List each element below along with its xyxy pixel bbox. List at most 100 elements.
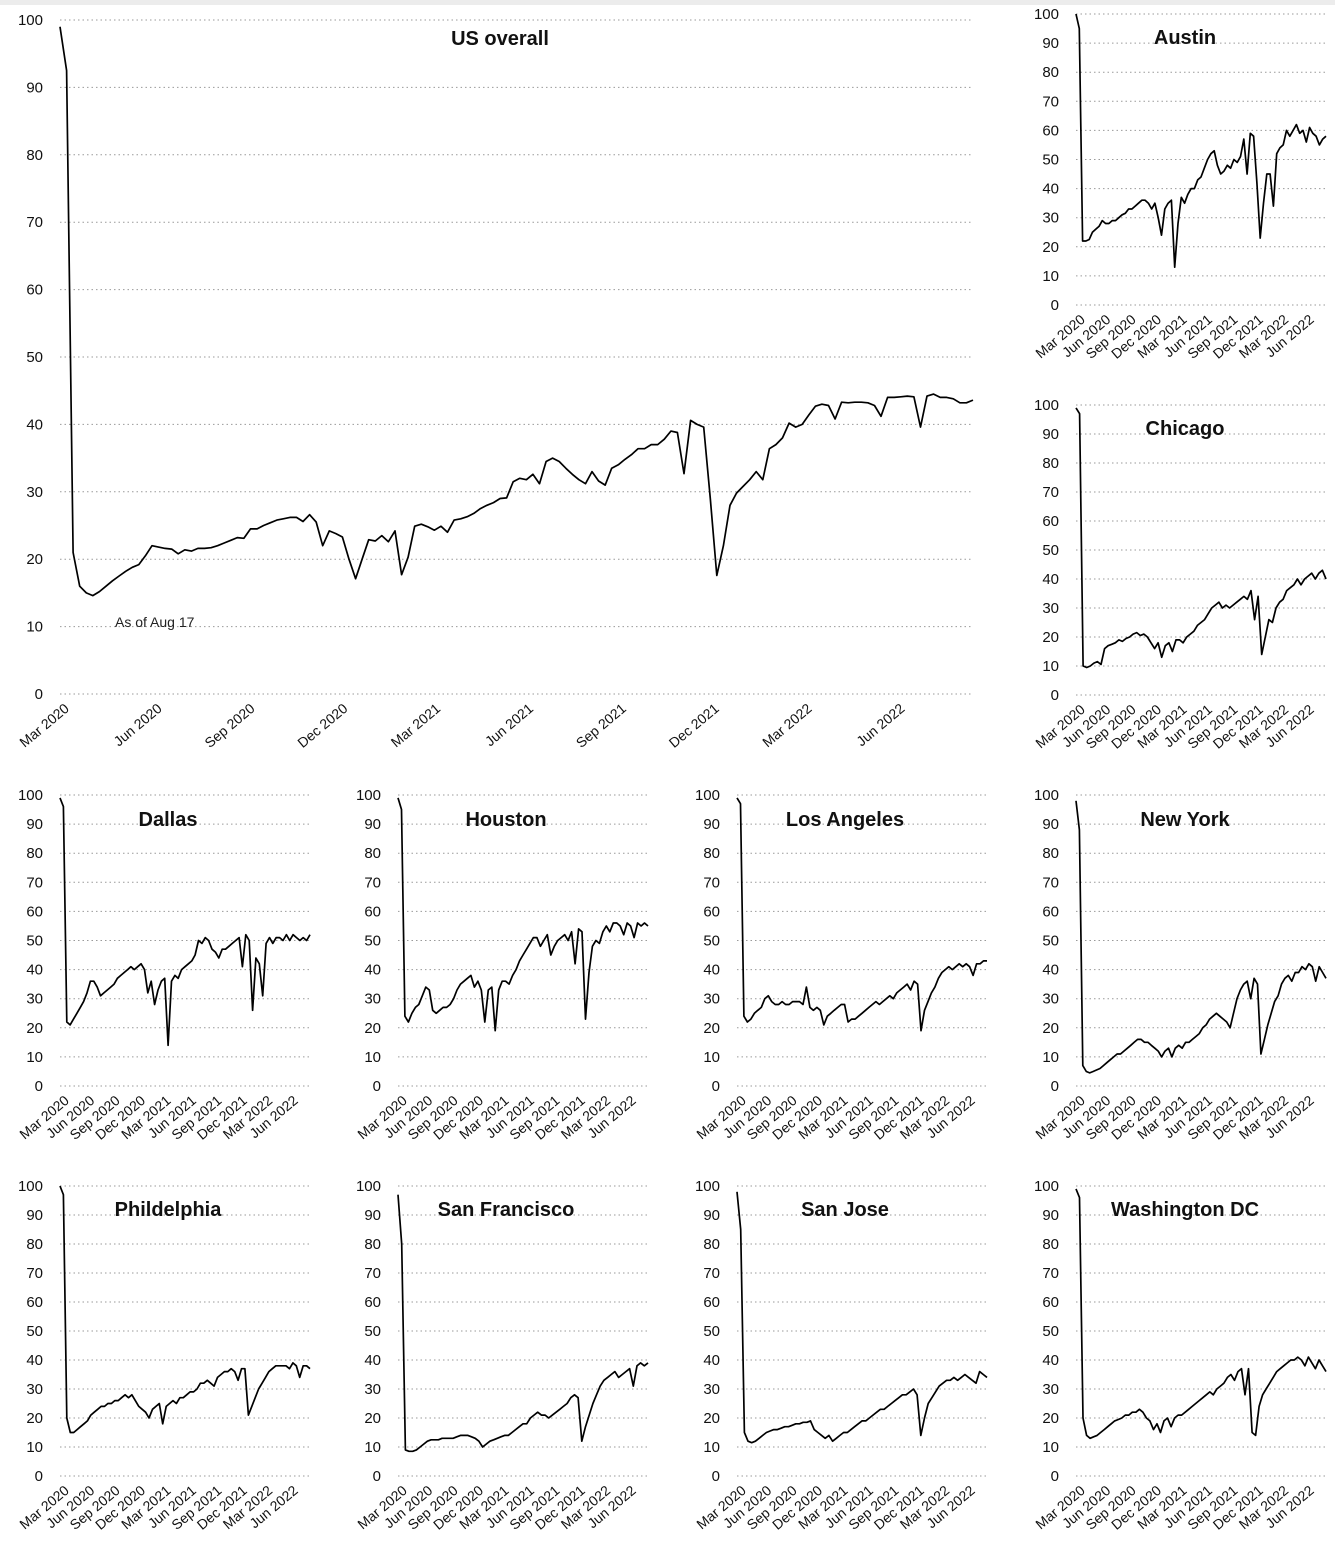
y-tick-label: 60 xyxy=(364,903,381,920)
y-tick-label: 20 xyxy=(1042,1020,1059,1037)
y-tick-label: 0 xyxy=(35,1468,43,1485)
y-tick-label: 10 xyxy=(703,1439,720,1456)
y-tick-label: 50 xyxy=(1042,933,1059,950)
annotation: As of Aug 17 xyxy=(115,614,195,630)
chart-title: US overall xyxy=(451,28,549,50)
y-tick-label: 100 xyxy=(1034,1178,1059,1195)
y-tick-label: 60 xyxy=(26,903,43,920)
y-tick-label: 60 xyxy=(1042,1294,1059,1311)
y-tick-label: 50 xyxy=(1042,542,1059,559)
y-tick-label: 60 xyxy=(26,1294,43,1311)
chart-title: Dallas xyxy=(139,809,198,831)
y-tick-label: 40 xyxy=(703,1352,720,1369)
y-tick-label: 40 xyxy=(1042,181,1059,198)
y-tick-label: 70 xyxy=(703,1265,720,1282)
y-tick-label: 100 xyxy=(695,1178,720,1195)
y-tick-label: 90 xyxy=(1042,816,1059,833)
series-line xyxy=(59,797,311,1047)
y-tick-label: 80 xyxy=(26,147,43,164)
x-tick-label: Jun 2022 xyxy=(853,700,908,749)
y-tick-label: 70 xyxy=(1042,484,1059,501)
y-tick-label: 80 xyxy=(1042,64,1059,81)
y-tick-label: 40 xyxy=(1042,1352,1059,1369)
y-tick-label: 30 xyxy=(364,1381,381,1398)
x-tick-label: Jun 2020 xyxy=(110,700,165,749)
y-tick-label: 70 xyxy=(26,874,43,891)
y-tick-label: 80 xyxy=(703,845,720,862)
y-tick-label: 10 xyxy=(1042,658,1059,675)
y-tick-label: 60 xyxy=(26,282,43,299)
top-divider xyxy=(0,0,1335,5)
chart-title: Washington DC xyxy=(1111,1199,1259,1221)
x-tick-label: Sep 2021 xyxy=(573,700,629,751)
y-tick-label: 50 xyxy=(26,349,43,366)
chart-title: Phildelphia xyxy=(115,1199,223,1221)
chart-title: San Jose xyxy=(801,1199,889,1221)
y-tick-label: 100 xyxy=(18,1178,43,1195)
y-tick-label: 80 xyxy=(1042,845,1059,862)
y-tick-label: 100 xyxy=(1034,787,1059,804)
y-tick-label: 50 xyxy=(364,933,381,950)
y-tick-label: 100 xyxy=(356,1178,381,1195)
series-line xyxy=(1075,13,1327,269)
y-tick-label: 40 xyxy=(1042,571,1059,588)
y-tick-label: 40 xyxy=(703,962,720,979)
x-tick-label: Mar 2021 xyxy=(388,700,444,750)
y-tick-label: 30 xyxy=(26,484,43,501)
series-line xyxy=(1075,800,1327,1074)
y-tick-label: 0 xyxy=(1051,1468,1059,1485)
y-tick-label: 50 xyxy=(1042,1323,1059,1340)
x-tick-label: Dec 2020 xyxy=(294,700,350,751)
chart-title: Los Angeles xyxy=(786,809,904,831)
y-tick-label: 30 xyxy=(1042,210,1059,227)
y-tick-label: 30 xyxy=(26,991,43,1008)
y-tick-label: 100 xyxy=(18,12,43,29)
y-tick-label: 10 xyxy=(26,619,43,636)
y-tick-label: 80 xyxy=(364,1236,381,1253)
series-line xyxy=(736,797,987,1032)
y-tick-label: 10 xyxy=(1042,268,1059,285)
y-tick-label: 20 xyxy=(1042,1410,1059,1427)
y-tick-label: 30 xyxy=(1042,1381,1059,1398)
y-tick-label: 10 xyxy=(26,1049,43,1066)
y-tick-label: 80 xyxy=(26,845,43,862)
y-tick-label: 50 xyxy=(364,1323,381,1340)
chart-title: Austin xyxy=(1154,27,1216,49)
y-tick-label: 40 xyxy=(1042,962,1059,979)
y-tick-label: 0 xyxy=(35,1078,43,1095)
y-tick-label: 60 xyxy=(1042,513,1059,530)
y-tick-label: 40 xyxy=(364,962,381,979)
x-tick-label: Jun 2021 xyxy=(482,700,537,749)
y-tick-label: 20 xyxy=(26,1020,43,1037)
y-tick-label: 30 xyxy=(1042,600,1059,617)
chart-title: Houston xyxy=(465,809,546,831)
y-tick-label: 50 xyxy=(703,933,720,950)
y-tick-label: 0 xyxy=(712,1078,720,1095)
y-tick-label: 60 xyxy=(364,1294,381,1311)
y-tick-label: 50 xyxy=(1042,152,1059,169)
y-tick-label: 70 xyxy=(1042,93,1059,110)
y-tick-label: 30 xyxy=(703,991,720,1008)
y-tick-label: 100 xyxy=(356,787,381,804)
y-tick-label: 90 xyxy=(364,1207,381,1224)
y-tick-label: 20 xyxy=(26,1410,43,1427)
y-tick-label: 60 xyxy=(703,1294,720,1311)
y-tick-label: 20 xyxy=(364,1410,381,1427)
y-tick-label: 40 xyxy=(364,1352,381,1369)
y-tick-label: 100 xyxy=(1034,397,1059,414)
y-tick-label: 50 xyxy=(26,933,43,950)
y-tick-label: 90 xyxy=(364,816,381,833)
y-tick-label: 90 xyxy=(1042,1207,1059,1224)
y-tick-label: 70 xyxy=(703,874,720,891)
y-tick-label: 30 xyxy=(703,1381,720,1398)
series-line xyxy=(59,26,974,597)
series-line xyxy=(1075,1188,1327,1440)
x-tick-label: Mar 2022 xyxy=(759,700,815,750)
